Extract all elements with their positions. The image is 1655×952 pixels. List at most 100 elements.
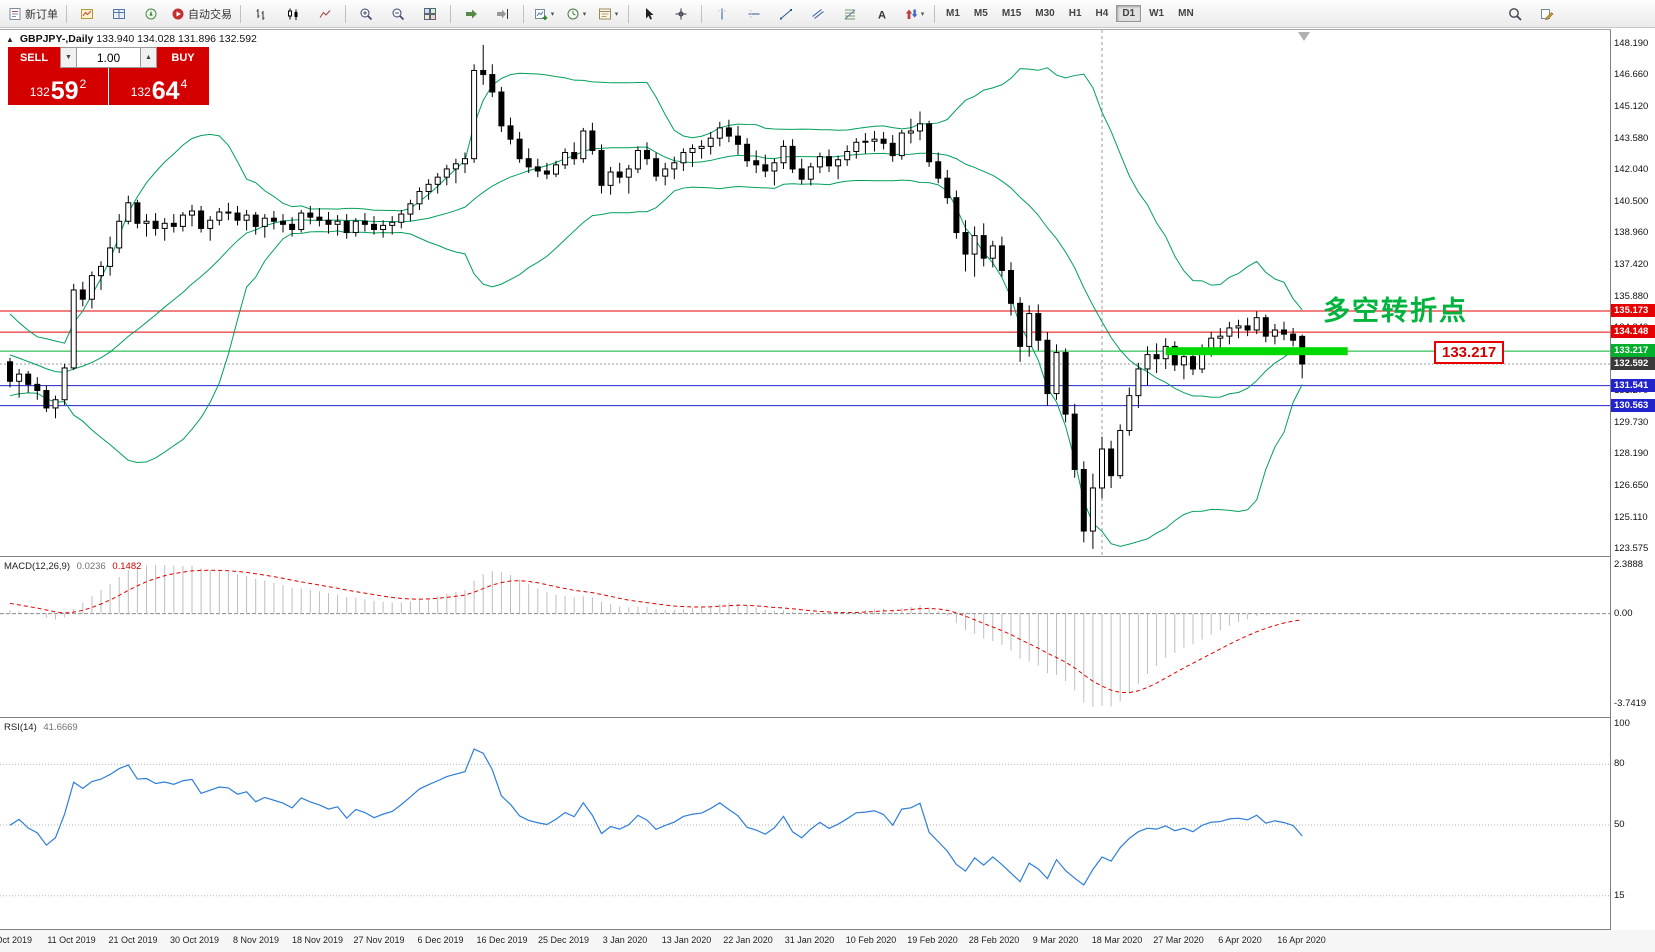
candle-body [98, 265, 104, 277]
chart-shift-marker[interactable] [1298, 32, 1310, 41]
candle-body [844, 151, 851, 161]
candle-body [553, 164, 559, 175]
candle-body [989, 245, 996, 259]
chart-ohlc-values: 133.940 134.028 131.896 132.592 [96, 33, 257, 45]
candle-body [998, 245, 1005, 271]
auto-scroll-button[interactable] [455, 2, 487, 26]
volume-decrease-button[interactable]: ▼ [60, 47, 77, 68]
trendline-button[interactable] [770, 2, 802, 26]
arrows-button[interactable]: ▾ [898, 2, 930, 26]
tile-windows-icon [424, 7, 436, 20]
candle-body [607, 171, 614, 186]
price-scale-label: 126.650 [1614, 479, 1649, 491]
chevron-down-icon: ▾ [614, 10, 619, 18]
candle-body [443, 168, 450, 178]
candle-body [189, 210, 195, 216]
chart-edit-button[interactable] [1531, 2, 1563, 26]
macd-plot-layer [0, 565, 1610, 707]
symbol-search-button[interactable] [1499, 2, 1531, 26]
sell-button[interactable]: SELL [8, 47, 60, 68]
zoom-in-button[interactable] [350, 2, 382, 26]
bar-chart-button[interactable] [245, 2, 277, 26]
buy-price-pips: 64 [151, 76, 180, 105]
timeframe-H1[interactable]: H1 [1068, 8, 1082, 19]
periods-button[interactable]: ▾ [560, 2, 592, 26]
candle-body [698, 145, 705, 149]
candle-body [1217, 335, 1224, 339]
candle-body [935, 161, 942, 179]
candle-body [1062, 352, 1069, 415]
crosshair-button[interactable] [665, 2, 697, 26]
candle-body [134, 202, 141, 224]
timeframe-H4[interactable]: H4 [1095, 8, 1109, 19]
candle-body [789, 145, 796, 170]
new-chart-icon [534, 8, 547, 20]
annotation-text[interactable]: 多空转折点 [1323, 296, 1468, 326]
tile-windows-button[interactable] [414, 2, 446, 26]
sell-price-display[interactable]: 132 59 2 [8, 68, 108, 105]
volume-input[interactable]: 1.00 [77, 47, 140, 68]
new-chart-button[interactable]: ▾ [528, 2, 560, 26]
toolbar-separator [934, 4, 935, 23]
candle-chart-button[interactable] [277, 2, 309, 26]
candle-body [653, 158, 660, 177]
timeframe-W1[interactable]: W1 [1149, 8, 1165, 19]
candle-body [79, 289, 86, 300]
candle-body [198, 210, 205, 229]
rsi-value: 41.6669 [43, 722, 78, 733]
volume-increase-button[interactable]: ▲ [140, 47, 157, 68]
buy-price-point: 4 [180, 77, 188, 91]
navigator-icon [145, 8, 157, 19]
candle-body [25, 373, 32, 385]
fibonacci-button[interactable] [834, 2, 866, 26]
date-label: 30 Oct 2019 [169, 935, 220, 945]
candle-body [1044, 339, 1051, 395]
highlight-trendline-object[interactable] [1165, 347, 1348, 356]
timeframe-M30[interactable]: M30 [1035, 8, 1055, 19]
auto-trading-button[interactable]: 自动交易 [167, 2, 236, 26]
candle-body [498, 91, 505, 127]
channel-button[interactable] [802, 2, 834, 26]
buy-price-display[interactable]: 132 64 4 [109, 68, 209, 105]
zoom-out-button[interactable] [382, 2, 414, 26]
horizontal-line-button[interactable] [738, 2, 770, 26]
line-chart-button[interactable] [309, 2, 341, 26]
templates-button[interactable]: ▾ [592, 2, 624, 26]
data-window-button[interactable] [103, 2, 135, 26]
candle-body [926, 123, 933, 163]
candle-body [280, 220, 286, 225]
channel-icon [812, 8, 824, 19]
timeframe-M5[interactable]: M5 [973, 8, 988, 19]
price-callout-box[interactable]: 133.217 [1434, 341, 1505, 364]
text-label-button[interactable]: A [866, 2, 898, 26]
candle-body [516, 138, 523, 160]
candle-body [644, 149, 650, 160]
candle-body [434, 176, 441, 185]
navigator-button[interactable] [135, 2, 167, 26]
date-label: 22 Jan 2020 [723, 935, 773, 945]
cursor-button[interactable] [633, 2, 665, 26]
timeframe-M1[interactable]: M1 [946, 8, 960, 19]
price-tag: 133.217 [1611, 344, 1655, 358]
market-watch-button[interactable] [71, 2, 103, 26]
candle-body [771, 162, 778, 172]
timeframe-D1[interactable]: D1 [1116, 5, 1142, 22]
price-scale-label: 145.120 [1614, 100, 1649, 112]
timeframe-MN[interactable]: MN [1178, 8, 1194, 19]
timeframe-M15[interactable]: M15 [1001, 8, 1022, 19]
chart-shift-icon [497, 8, 508, 19]
new-order-button[interactable]: 新订单 [4, 2, 62, 26]
date-axis: 2 Oct 2019 11 Oct 2019 21 Oct 2019 30 Oct 2… [0, 930, 1655, 952]
date-label: 27 Nov 2019 [353, 935, 405, 945]
auto-trading-icon [172, 8, 184, 19]
vertical-line-button[interactable] [706, 2, 738, 26]
candle-body [325, 219, 332, 225]
candle-body [1208, 337, 1215, 349]
buy-button[interactable]: BUY [157, 47, 209, 68]
crosshair-icon [675, 8, 687, 19]
candle-body [853, 141, 860, 153]
chart-shift-button[interactable] [487, 2, 519, 26]
candle-body [580, 130, 587, 160]
date-label: 18 Nov 2019 [291, 935, 344, 945]
